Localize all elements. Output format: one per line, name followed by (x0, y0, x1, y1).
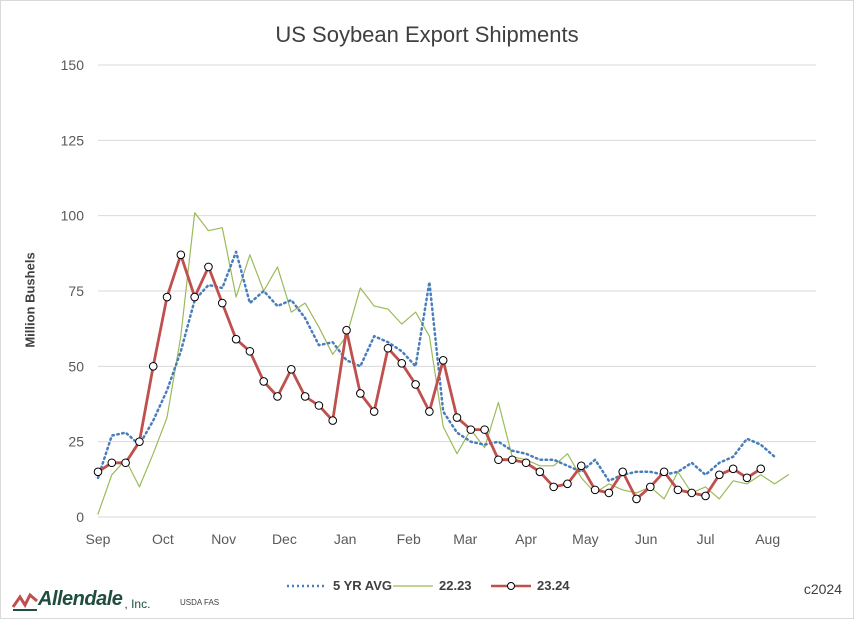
logo-text: Allendale (38, 588, 123, 610)
x-tick-label: Nov (211, 531, 236, 547)
data-point (576, 461, 586, 471)
data-point (632, 494, 641, 504)
data-point (383, 343, 393, 353)
data-point (204, 262, 213, 272)
data-point (93, 467, 103, 477)
x-tick-labels: Sep Oct Nov Dec Jan Feb Mar Apr May Jun Jul Aug (86, 531, 781, 547)
data-point (756, 464, 766, 474)
x-tick-label: Jun (635, 531, 658, 547)
x-tick-label: Feb (397, 531, 421, 547)
data-point (259, 377, 268, 386)
x-tick-label: Dec (272, 531, 297, 547)
data-point (287, 365, 296, 374)
data-point (549, 482, 558, 492)
legend-label-5yr-avg: 5 YR AVG (333, 578, 393, 593)
series-line (97, 212, 790, 515)
x-tick-label: Mar (453, 531, 477, 547)
y-tick-label: 50 (68, 358, 84, 374)
gridlines (98, 64, 816, 518)
data-point (148, 362, 158, 371)
data-point (300, 392, 310, 401)
legend-item-23-24: 23.24 (491, 578, 570, 593)
data-point (646, 482, 655, 492)
chart-title: US Soybean Export Shipments (275, 22, 579, 47)
data-point (452, 413, 462, 422)
data-point (701, 491, 710, 501)
data-point (673, 485, 683, 495)
data-point (273, 392, 282, 401)
legend: 5 YR AVG 22.23 23.24 (0, 578, 854, 598)
data-point (535, 467, 545, 477)
data-point (742, 473, 752, 483)
data-point (521, 458, 531, 468)
legend-label-22-23: 22.23 (439, 578, 472, 593)
data-point (604, 488, 614, 498)
data-point (480, 425, 489, 434)
data-point (466, 425, 476, 434)
data-point (176, 250, 186, 260)
data-point (618, 467, 627, 477)
x-tick-label: Aug (755, 531, 780, 547)
allendale-logo: Allendale , Inc. (12, 588, 150, 611)
x-tick-label: Apr (515, 531, 537, 547)
data-point (356, 389, 365, 398)
y-tick-label: 25 (68, 434, 84, 450)
y-tick-label: 0 (76, 509, 84, 525)
data-point (715, 470, 724, 480)
legend-swatch-23-24 (491, 581, 531, 590)
y-tick-label: 75 (68, 283, 84, 299)
x-tick-label: May (572, 531, 598, 547)
data-point (369, 407, 379, 416)
data-point (135, 437, 144, 446)
x-tick-label: Oct (152, 531, 174, 547)
data-point (162, 292, 172, 302)
series-22-23 (97, 212, 790, 515)
logo-arrow-icon (12, 592, 38, 611)
legend-swatch-22-23 (393, 584, 433, 587)
data-point (728, 464, 738, 474)
data-point (342, 325, 351, 335)
data-point (231, 334, 241, 344)
y-tick-label: 150 (61, 57, 85, 73)
data-point (563, 479, 572, 489)
source-note: USDA FAS (180, 598, 220, 607)
data-point (217, 298, 227, 308)
data-point (314, 401, 324, 410)
data-point (425, 407, 434, 416)
legend-swatch-5yr-avg (287, 584, 327, 587)
data-point (438, 356, 448, 365)
series-23-24 (93, 250, 766, 504)
data-point (190, 292, 199, 302)
legend-item-22-23: 22.23 (393, 578, 472, 593)
data-point (107, 458, 117, 468)
legend-item-5yr-avg: 5 YR AVG (287, 578, 392, 593)
data-point (687, 488, 697, 498)
data-point (494, 455, 503, 465)
data-point (397, 359, 407, 368)
copyright-text: c2024 (803, 581, 842, 597)
data-point (507, 455, 517, 465)
x-tick-label: Sep (86, 531, 111, 547)
logo-suffix: , Inc. (124, 597, 151, 611)
data-point (411, 380, 420, 389)
data-point (659, 467, 669, 477)
data-point (328, 416, 338, 425)
y-tick-label: 100 (61, 208, 85, 224)
data-point (121, 458, 130, 468)
data-point (245, 346, 255, 356)
data-point (590, 485, 600, 495)
legend-label-23-24: 23.24 (537, 578, 570, 593)
series-lines (93, 212, 790, 515)
y-tick-labels: 0 25 50 75 100 125 150 (61, 57, 85, 525)
x-tick-label: Jan (334, 531, 357, 547)
x-tick-label: Jul (697, 531, 715, 547)
y-tick-label: 125 (61, 132, 85, 148)
